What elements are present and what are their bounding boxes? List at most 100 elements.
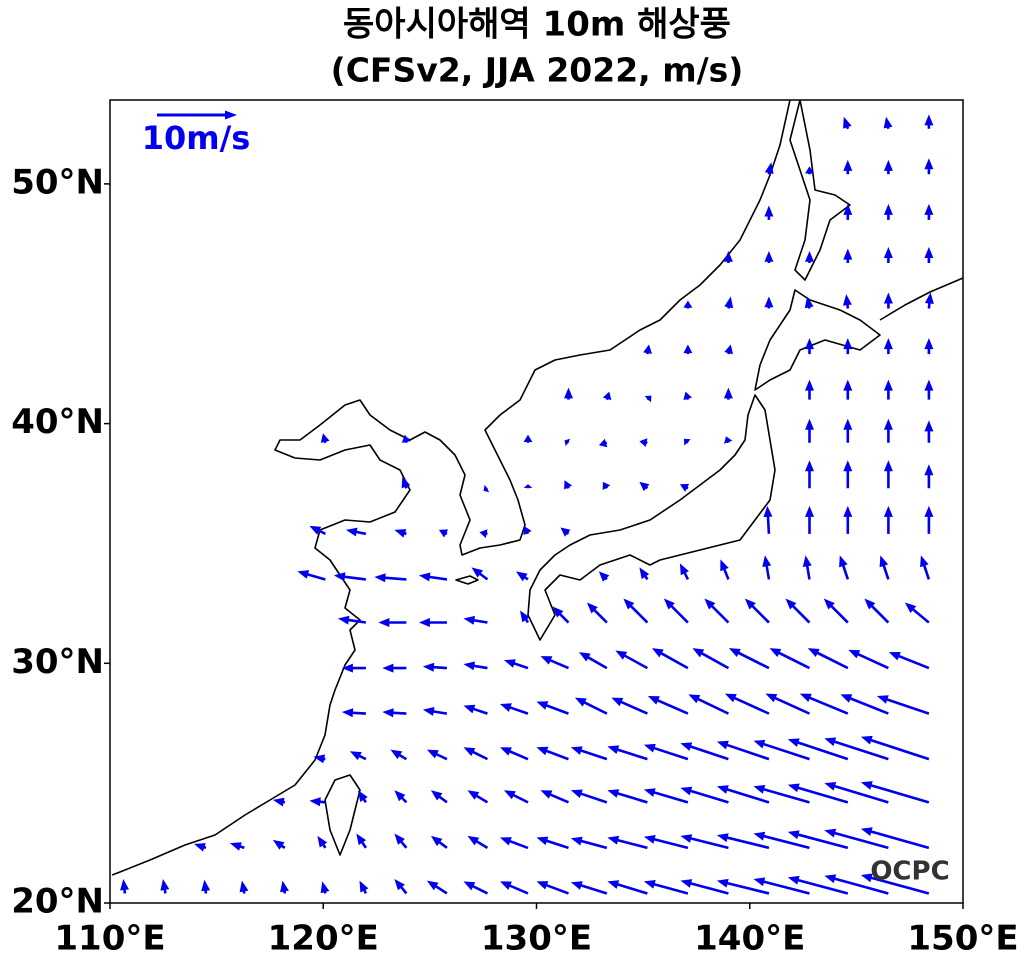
wind-arrow bbox=[843, 505, 853, 534]
wind-arrow bbox=[160, 879, 170, 894]
wind-arrow bbox=[194, 843, 207, 852]
wind-arrow bbox=[805, 505, 814, 534]
wind-arrow bbox=[598, 571, 610, 582]
wind-vectors bbox=[120, 114, 934, 895]
wind-arrow bbox=[607, 880, 648, 895]
wind-arrow bbox=[860, 873, 930, 895]
wind-arrow bbox=[824, 828, 889, 850]
wind-arrow bbox=[309, 797, 326, 807]
wind-arrow bbox=[552, 606, 570, 624]
coastline-honshu bbox=[527, 394, 776, 641]
wind-arrow bbox=[602, 481, 611, 491]
wind-arrow bbox=[860, 827, 930, 850]
wind-arrow bbox=[860, 735, 930, 761]
wind-arrow bbox=[807, 648, 849, 670]
wind-arrow bbox=[418, 618, 447, 627]
wind-arrow bbox=[644, 395, 652, 403]
wind-arrow bbox=[804, 296, 814, 309]
wind-arrow bbox=[320, 433, 330, 444]
coastline-jeju bbox=[455, 575, 479, 585]
coastlines bbox=[111, 100, 963, 876]
wind-arrow bbox=[523, 434, 533, 443]
wind-arrow bbox=[479, 529, 488, 539]
wind-arrow bbox=[679, 483, 690, 492]
wind-arrow bbox=[724, 693, 770, 715]
wind-arrow bbox=[422, 707, 448, 716]
wind-arrow bbox=[683, 438, 691, 446]
wind-arrow bbox=[536, 881, 569, 895]
wind-arrow bbox=[643, 344, 652, 355]
wind-arrow bbox=[824, 782, 889, 804]
wind-arrow bbox=[390, 749, 408, 761]
coastline-mainland bbox=[111, 100, 791, 876]
wind-arrow bbox=[394, 529, 407, 538]
wind-arrow bbox=[239, 880, 249, 894]
x-tick-label: 150°E bbox=[907, 919, 1018, 959]
wind-arrow bbox=[764, 205, 774, 220]
coastline-hokkaido bbox=[754, 289, 881, 391]
wind-arrow bbox=[764, 251, 774, 263]
wind-arrow bbox=[924, 464, 934, 489]
wind-arrow bbox=[313, 754, 326, 764]
wind-arrow bbox=[520, 610, 530, 624]
wind-arrow bbox=[570, 836, 608, 850]
wind-arrow bbox=[724, 296, 734, 309]
wind-arrow bbox=[883, 338, 893, 355]
wind-arrow bbox=[463, 704, 488, 715]
wind-arrow bbox=[805, 379, 814, 400]
wind-arrow bbox=[401, 434, 411, 443]
wind-arrow bbox=[924, 420, 934, 443]
wind-arrow bbox=[280, 880, 289, 894]
wind-arrow bbox=[883, 247, 893, 263]
wind-arrow bbox=[680, 786, 729, 804]
wind-arrow bbox=[426, 749, 448, 761]
wind-arrow bbox=[504, 659, 529, 670]
wind-arrow bbox=[688, 694, 729, 715]
wind-arrow bbox=[540, 656, 569, 670]
wind-arrow bbox=[683, 300, 693, 309]
wind-arrow bbox=[683, 344, 693, 355]
wind-arrow bbox=[924, 158, 934, 175]
wind-arrow bbox=[426, 880, 448, 895]
wind-arrow bbox=[843, 248, 853, 263]
wind-arrow bbox=[333, 572, 367, 582]
wind-arrow bbox=[823, 598, 849, 624]
wind-arrow bbox=[356, 833, 367, 849]
wind-arrow bbox=[611, 697, 648, 715]
wind-arrow bbox=[536, 701, 569, 715]
wind-arrow bbox=[679, 563, 690, 580]
wind-arrow bbox=[564, 438, 571, 447]
wind-arrow bbox=[643, 788, 689, 804]
wind-arrow bbox=[229, 842, 245, 851]
wind-arrow bbox=[883, 460, 893, 489]
wind-arrow bbox=[378, 618, 407, 627]
wind-arrow bbox=[720, 559, 730, 580]
wind-arrow bbox=[500, 703, 529, 715]
wind-arrow bbox=[716, 785, 770, 804]
wind-arrow bbox=[438, 529, 449, 538]
wind-arrow bbox=[883, 379, 893, 400]
wind-arrow bbox=[337, 615, 367, 625]
wind-arrow bbox=[839, 555, 850, 580]
wind-arrow bbox=[840, 694, 889, 715]
map-title: 동아시아해역 10m 해상풍 bbox=[343, 5, 731, 45]
wind-arrow bbox=[345, 527, 367, 537]
wind-arrow bbox=[883, 418, 893, 443]
x-tick-label: 120°E bbox=[268, 919, 379, 959]
wind-arrow bbox=[471, 567, 489, 581]
wind-arrow bbox=[430, 835, 448, 849]
wind-arrow bbox=[883, 159, 893, 175]
y-tick-label: 50°N bbox=[11, 162, 104, 202]
wind-arrow bbox=[883, 203, 893, 220]
wind-arrow bbox=[309, 525, 326, 535]
y-tick-label: 40°N bbox=[11, 402, 104, 442]
wind-arrow bbox=[607, 789, 648, 804]
wind-arrow bbox=[860, 781, 930, 804]
wind-arrow bbox=[394, 879, 408, 895]
wind-arrow bbox=[724, 436, 733, 444]
wind-arrow bbox=[536, 836, 569, 850]
coastline-taiwan bbox=[324, 774, 361, 856]
coastline-sakhalin bbox=[789, 100, 851, 281]
